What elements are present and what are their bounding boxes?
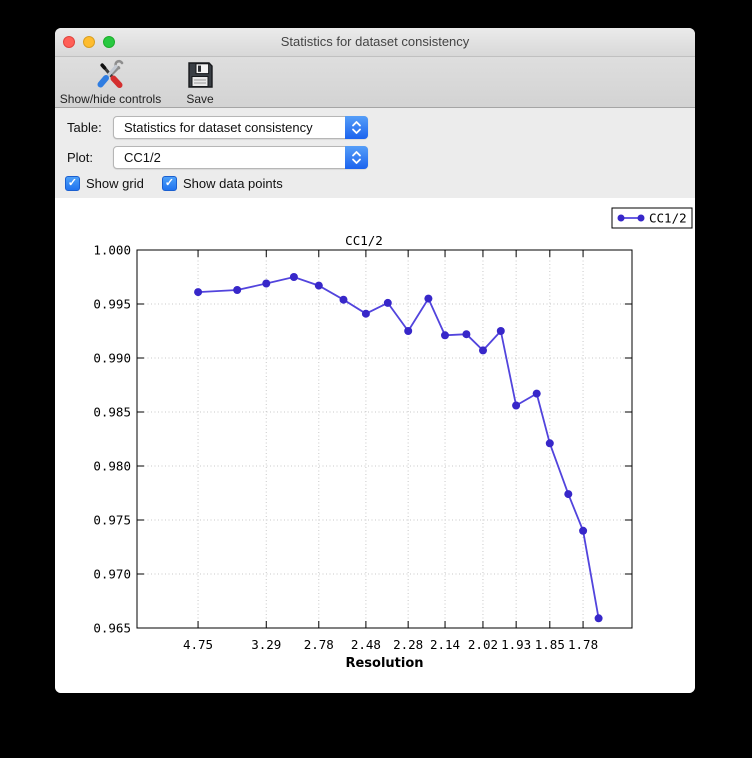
data-point-marker bbox=[532, 389, 541, 398]
show-hide-controls-label: Show/hide controls bbox=[59, 92, 162, 106]
y-tick-label: 0.965 bbox=[93, 621, 131, 636]
legend-label: CC1/2 bbox=[649, 211, 687, 226]
data-point-marker bbox=[594, 614, 603, 623]
x-axis-label: Resolution bbox=[345, 656, 423, 671]
data-point-marker bbox=[314, 281, 323, 290]
x-tick-label: 2.02 bbox=[468, 637, 498, 652]
minimize-button[interactable] bbox=[83, 36, 95, 48]
data-point-marker bbox=[496, 327, 505, 335]
data-point-marker bbox=[289, 273, 298, 281]
save-label: Save bbox=[186, 92, 214, 106]
x-tick-label: 2.78 bbox=[304, 637, 334, 652]
show-grid-checkbox[interactable]: ✓ bbox=[65, 176, 80, 191]
titlebar: Statistics for dataset consistency bbox=[55, 28, 695, 57]
y-tick-label: 0.975 bbox=[93, 513, 131, 528]
controls-panel: Table: Statistics for dataset consistenc… bbox=[55, 108, 695, 199]
y-tick-label: 0.985 bbox=[93, 405, 131, 420]
data-point-marker bbox=[424, 294, 433, 303]
x-tick-label: 1.85 bbox=[535, 637, 565, 652]
x-tick-label: 4.75 bbox=[183, 637, 213, 652]
show-data-points-checkbox[interactable]: ✓ bbox=[162, 176, 177, 191]
plot-select-stepper[interactable] bbox=[345, 146, 368, 169]
up-down-chevrons-icon bbox=[352, 151, 361, 164]
y-tick-label: 0.970 bbox=[93, 567, 131, 582]
table-label: Table: bbox=[67, 120, 102, 135]
plot-label: Plot: bbox=[67, 150, 94, 165]
x-tick-label: 3.29 bbox=[251, 637, 281, 652]
table-select-stepper[interactable] bbox=[345, 116, 368, 139]
data-point-marker bbox=[545, 439, 554, 448]
data-point-marker bbox=[262, 279, 271, 288]
x-tick-label: 2.28 bbox=[393, 637, 423, 652]
plot-select[interactable]: CC1/2 bbox=[113, 146, 368, 169]
data-point-marker bbox=[339, 295, 348, 304]
app-window: Statistics for dataset consistency Show/… bbox=[55, 28, 695, 693]
x-tick-label: 2.14 bbox=[430, 637, 460, 652]
data-point-marker bbox=[479, 346, 487, 355]
toolbar: Show/hide controls Save bbox=[55, 57, 695, 108]
data-point-marker bbox=[512, 401, 521, 410]
plot-select-value: CC1/2 bbox=[124, 150, 161, 165]
legend: CC1/2 bbox=[611, 207, 693, 229]
data-point-marker bbox=[579, 526, 588, 535]
save-button[interactable]: Save bbox=[177, 59, 223, 106]
data-point-marker bbox=[564, 490, 573, 499]
data-point-marker bbox=[441, 331, 449, 340]
zoom-button[interactable] bbox=[103, 36, 115, 48]
show-grid-label[interactable]: Show grid bbox=[86, 176, 144, 191]
data-point-marker bbox=[404, 327, 413, 335]
y-tick-label: 0.980 bbox=[93, 459, 131, 474]
data-point-marker bbox=[361, 309, 370, 318]
x-tick-label: 2.48 bbox=[351, 637, 381, 652]
chart-title: CC1/2 bbox=[345, 233, 383, 248]
data-point-marker bbox=[194, 288, 203, 297]
data-point-marker bbox=[233, 286, 242, 294]
y-tick-label: 1.000 bbox=[93, 243, 131, 258]
cc-half-line-chart: 4.75 3.29 2.78 2.48 2.28 2.14 2.02 1.93 1.85 1.78… bbox=[93, 207, 693, 671]
show-data-points-label[interactable]: Show data points bbox=[183, 176, 283, 191]
y-tick-label: 0.995 bbox=[93, 297, 131, 312]
x-tick-label: 1.78 bbox=[568, 637, 598, 652]
table-select[interactable]: Statistics for dataset consistency bbox=[113, 116, 368, 139]
plot-border bbox=[136, 249, 633, 629]
chart-area: 4.75 3.29 2.78 2.48 2.28 2.14 2.02 1.93 1.85 1.78… bbox=[55, 198, 695, 693]
window-title: Statistics for dataset consistency bbox=[280, 34, 470, 49]
show-hide-controls-button[interactable]: Show/hide controls bbox=[58, 59, 163, 106]
table-select-value: Statistics for dataset consistency bbox=[124, 120, 313, 135]
x-tick-label: 1.93 bbox=[501, 637, 531, 652]
data-point-marker bbox=[462, 330, 471, 339]
legend-box bbox=[611, 207, 693, 229]
up-down-chevrons-icon bbox=[352, 121, 361, 134]
floppy-disk-icon bbox=[188, 62, 213, 88]
tools-icon bbox=[97, 59, 123, 88]
data-point-marker bbox=[383, 298, 392, 307]
close-button[interactable] bbox=[63, 36, 75, 48]
y-tick-label: 0.990 bbox=[93, 351, 131, 366]
series-line bbox=[198, 276, 600, 619]
